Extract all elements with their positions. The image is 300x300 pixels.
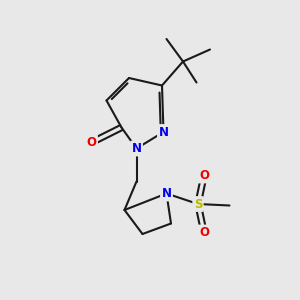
Text: N: N	[158, 125, 169, 139]
Text: O: O	[199, 226, 209, 239]
Text: S: S	[194, 197, 202, 211]
Text: N: N	[161, 187, 172, 200]
Text: N: N	[131, 142, 142, 155]
Text: O: O	[86, 136, 97, 149]
Text: O: O	[199, 169, 209, 182]
